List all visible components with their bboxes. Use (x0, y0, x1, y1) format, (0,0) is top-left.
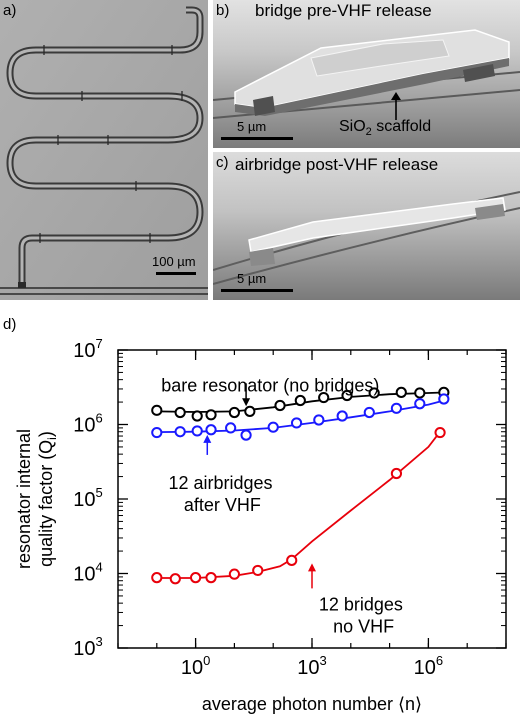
bridges-no-vhf-point (190, 572, 202, 584)
y-tick-label: 107 (73, 336, 102, 362)
bridges-no-vhf-point (205, 572, 217, 584)
panel-a-scalebar-label: 100 µm (152, 254, 196, 269)
panel-c-scalebar-label: 5 µm (237, 271, 267, 286)
airbridges-after-vhf-point (205, 424, 217, 436)
x-tick-label: 106 (414, 653, 443, 679)
no-vhf-label-line2: no VHF (333, 616, 394, 636)
bare-resonator-label: bare resonator (no bridges) (161, 375, 379, 395)
bare-resonator-point (414, 387, 426, 399)
airbridges-after-vhf-point (151, 426, 163, 439)
panel-c-title: airbridge post-VHF release (235, 155, 439, 174)
bridges-no-vhf-point (434, 426, 446, 439)
airbridges-after-vhf-point (191, 425, 203, 437)
airbridges-after-vhf-point (390, 402, 403, 414)
quality-factor-chart: 100 103 106 103 104 105 106 107 average photon n… (14, 336, 507, 714)
airbridge-sem-image (213, 152, 520, 300)
airbridges-after-vhf-point (336, 410, 348, 422)
bare-resonator-point (191, 410, 203, 422)
bridges-no-vhf-point (390, 467, 403, 480)
bare-resonator-point (274, 399, 286, 412)
resonator-meander-image (0, 0, 208, 300)
airbridges-after-vhf-point (313, 414, 325, 426)
panel-b-label: b) (216, 2, 230, 19)
x-tick-label: 100 (181, 653, 210, 679)
y-axis-label-line1: resonator internal (14, 429, 34, 569)
airbridges-label-line1: 12 airbridges (168, 473, 272, 493)
airbridges-after-vhf-point (240, 429, 252, 441)
airbridges-after-vhf-point (174, 426, 186, 438)
bridges-no-vhf-point (151, 572, 163, 584)
scaffold-annotation: SiO2 scaffold (339, 118, 432, 139)
panel-a-label: a) (3, 2, 17, 19)
scaffold-arrow-icon (391, 92, 401, 120)
airbridges-after-vhf-point (290, 417, 303, 429)
y-tick-label: 103 (73, 634, 102, 660)
bare-resonator-point (294, 394, 306, 407)
bridge-sem-image (213, 0, 520, 148)
panel-b-sem: b) bridge pre-VHF release 5 µm SiO2 scaf… (213, 0, 520, 148)
no-vhf-label-line1: 12 bridges (319, 594, 403, 614)
airbridges-after-vhf-point (225, 422, 237, 434)
bare-resonator-point (341, 389, 353, 402)
panel-c-scalebar (221, 289, 293, 292)
panel-a-scalebar (156, 272, 196, 275)
airbridges-after-vhf-point (414, 398, 426, 410)
bridges-no-vhf-point (252, 564, 264, 577)
airbridges-after-vhf-point (267, 421, 279, 433)
panel-a-micrograph: a) 100 µm (0, 0, 208, 300)
bare-resonator-point (368, 387, 380, 399)
bare-resonator-point (174, 406, 186, 419)
bare-resonator-point (244, 405, 256, 417)
panel-b-scalebar-label: 5 µm (237, 119, 267, 134)
panel-d-label: d) (3, 316, 17, 333)
bare-resonator-point (151, 404, 163, 416)
bare-resonator-point (318, 391, 330, 404)
airbridges-label-line2: after VHF (184, 495, 261, 515)
panel-c-label: c) (216, 154, 229, 171)
x-tick-label: 103 (297, 653, 326, 679)
panel-c-sem: c) airbridge post-VHF release 5 µm (213, 152, 520, 300)
airbridges-after-vhf-point (438, 393, 450, 405)
x-axis-label: average photon number ⟨n⟩ (202, 694, 422, 714)
bare-resonator-point (228, 406, 240, 419)
panel-b-title: bridge pre-VHF release (255, 1, 432, 20)
no-vhf-arrowhead-icon (308, 563, 316, 572)
airbridge-arrowhead-icon (203, 434, 212, 443)
y-tick-label: 106 (73, 411, 102, 437)
bridges-no-vhf-point (169, 573, 181, 585)
y-tick-label: 104 (73, 560, 102, 586)
bridges-no-vhf-point (228, 568, 240, 580)
y-tick-label: 105 (73, 485, 102, 511)
y-axis-label-line2: quality factor (Qi) (36, 431, 59, 567)
panel-b-scalebar (221, 137, 293, 140)
bare-arrowhead-icon (242, 398, 251, 407)
airbridges-after-vhf-point (363, 406, 375, 419)
bare-resonator-point (205, 409, 217, 421)
bare-resonator-point (395, 386, 407, 398)
bridges-no-vhf-point (286, 554, 298, 566)
